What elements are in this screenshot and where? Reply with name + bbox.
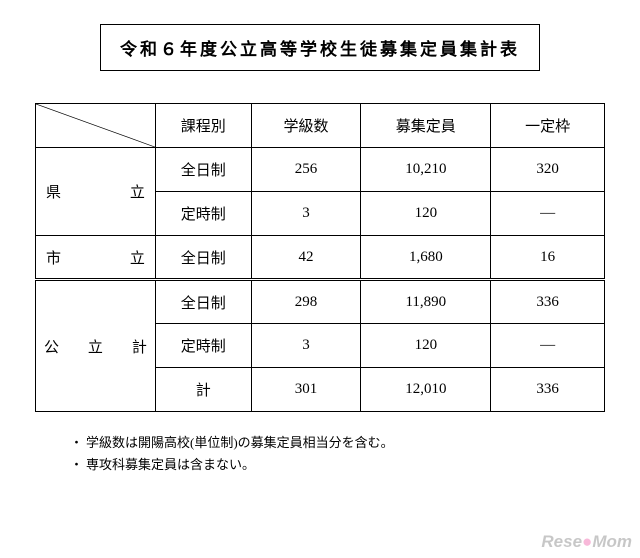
row-type: 定時制 <box>155 192 251 236</box>
row-frame: 336 <box>491 280 605 324</box>
row-type: 定時制 <box>155 324 251 368</box>
note-item: 専攻科募集定員は含まない。 <box>74 454 640 476</box>
row-frame: ― <box>491 192 605 236</box>
row-capacity: 120 <box>361 192 491 236</box>
row-classes: 256 <box>251 148 361 192</box>
watermark-text2: Mom <box>592 532 632 551</box>
table-body: 課程別学級数募集定員一定枠県立全日制25610,210320定時制3120―市立… <box>36 104 605 412</box>
title-text: 令和６年度公立高等学校生徒募集定員集計表 <box>120 40 520 59</box>
table-row: 公立計全日制29811,890336 <box>36 280 605 324</box>
row-capacity: 1,680 <box>361 236 491 280</box>
row-category: 市立 <box>36 236 156 280</box>
row-classes: 298 <box>251 280 361 324</box>
row-capacity: 120 <box>361 324 491 368</box>
note-item: 学級数は開陽高校(単位制)の募集定員相当分を含む。 <box>74 432 640 454</box>
row-capacity: 12,010 <box>361 368 491 412</box>
watermark-text1: Rese <box>541 532 582 551</box>
row-type: 全日制 <box>155 236 251 280</box>
row-category: 公立計 <box>36 280 156 412</box>
title-box: 令和６年度公立高等学校生徒募集定員集計表 <box>100 24 540 71</box>
row-type: 全日制 <box>155 280 251 324</box>
row-capacity: 10,210 <box>361 148 491 192</box>
header-class_count: 学級数 <box>251 104 361 148</box>
header-diagonal <box>36 104 156 148</box>
watermark-dot: ● <box>582 532 592 551</box>
row-classes: 3 <box>251 324 361 368</box>
header-capacity: 募集定員 <box>361 104 491 148</box>
row-classes: 42 <box>251 236 361 280</box>
watermark: Rese●Mom <box>541 532 632 552</box>
row-category: 県立 <box>36 148 156 236</box>
row-type: 計 <box>155 368 251 412</box>
row-type: 全日制 <box>155 148 251 192</box>
header-frame: 一定枠 <box>491 104 605 148</box>
row-classes: 301 <box>251 368 361 412</box>
row-classes: 3 <box>251 192 361 236</box>
summary-table: 課程別学級数募集定員一定枠県立全日制25610,210320定時制3120―市立… <box>35 103 605 412</box>
row-frame: 336 <box>491 368 605 412</box>
table-row: 県立全日制25610,210320 <box>36 148 605 192</box>
row-capacity: 11,890 <box>361 280 491 324</box>
notes-list: 学級数は開陽高校(単位制)の募集定員相当分を含む。専攻科募集定員は含まない。 <box>74 432 640 476</box>
header-course_type: 課程別 <box>155 104 251 148</box>
row-frame: ― <box>491 324 605 368</box>
row-frame: 16 <box>491 236 605 280</box>
row-frame: 320 <box>491 148 605 192</box>
table-row: 市立全日制421,68016 <box>36 236 605 280</box>
